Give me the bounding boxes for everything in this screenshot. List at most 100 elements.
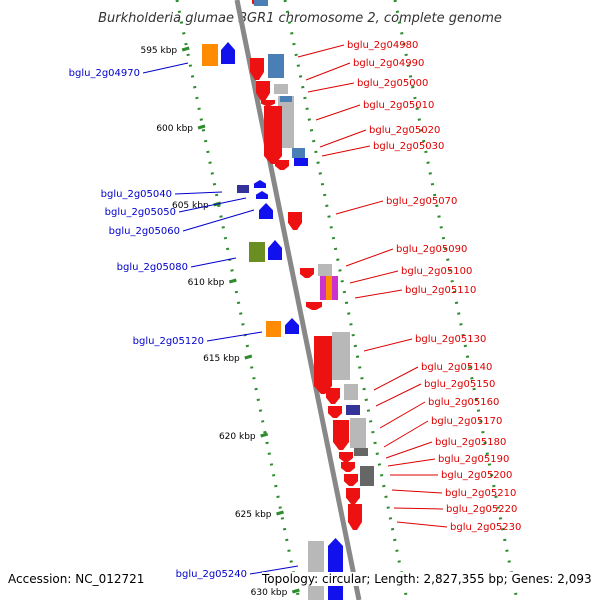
cog-stripe-bglu_2g05010 <box>280 96 292 102</box>
gene-label-bglu_2g05150[interactable]: bglu_2g05150 <box>424 379 495 390</box>
gene-arrow-bglu_2g05130[interactable] <box>314 336 332 394</box>
gene-arrow-bglu_2g04990[interactable] <box>256 81 270 101</box>
cog-stripe-bglu_2g05100 <box>326 276 332 300</box>
gene-label-bglu_2g05030[interactable]: bglu_2g05030 <box>373 141 444 152</box>
cog-box-bglu_2g05140[interactable] <box>344 384 358 400</box>
gene-label-bglu_2g05080[interactable]: bglu_2g05080 <box>117 262 188 273</box>
gene-label-bglu_2g05020[interactable]: bglu_2g05020 <box>369 125 440 136</box>
cog-box-bglu_2g05090[interactable] <box>318 264 332 276</box>
leader-line-bglu_2g05120 <box>206 331 263 342</box>
accession-text: Accession: NC_012721 <box>8 572 145 586</box>
scale-tick-mark <box>197 124 206 130</box>
cog-box-bglu_2g05130[interactable] <box>332 332 350 380</box>
gene-label-bglu_2g05040[interactable]: bglu_2g05040 <box>101 189 172 200</box>
gene-arrow-bglu_2g05190[interactable] <box>344 474 358 486</box>
gene-arrow-bglu_2g05240[interactable] <box>328 538 343 600</box>
gene-label-bglu_2g05180[interactable]: bglu_2g05180 <box>435 437 506 448</box>
gene-arrow-bglu_2g05050[interactable] <box>256 191 268 199</box>
gene-arrow-bglu_2g05080[interactable] <box>268 240 282 260</box>
gene-label-bglu_2g05010[interactable]: bglu_2g05010 <box>363 100 434 111</box>
gene-arrow-bglu_2g05060[interactable] <box>259 203 273 219</box>
gene-label-bglu_2g04970[interactable]: bglu_2g04970 <box>69 68 140 79</box>
reverse-gene-labels[interactable]: bglu_2g04980 bglu_2g04990 bglu_2g05000bglu… <box>297 40 521 533</box>
gene-label-bglu_2g05000[interactable]: bglu_2g05000 <box>357 78 428 89</box>
leader-line-bglu_2g04980 <box>297 44 345 58</box>
gene-arrow-bglu_2g05140[interactable] <box>326 388 340 404</box>
gene-label-bglu_2g05050[interactable]: bglu_2g05050 <box>105 207 176 218</box>
reverse-strand-genes[interactable] <box>250 0 374 530</box>
gene-arrow-bglu_2g05010[interactable] <box>264 106 282 164</box>
gene-label-bglu_2g05110[interactable]: bglu_2g05110 <box>405 285 476 296</box>
gene-label-bglu_2g04990[interactable]: bglu_2g04990 <box>353 58 424 69</box>
cog-box-bglu_2g05170[interactable] <box>354 448 368 456</box>
gene-label-bglu_2g05220[interactable]: bglu_2g05220 <box>446 504 517 515</box>
leader-line-bglu_2g05050 <box>178 197 247 213</box>
gene-label-bglu_2g05210[interactable]: bglu_2g05210 <box>445 488 516 499</box>
gene-arrow-bglu_2g05160[interactable] <box>333 420 349 450</box>
leader-line-bglu_2g05080 <box>190 257 237 268</box>
gene-arrow-bglu_2g05180[interactable] <box>341 462 355 472</box>
cog-box-top[interactable] <box>254 0 268 6</box>
leader-line-bglu_2g05190 <box>387 458 436 467</box>
gene-label-bglu_2g05070[interactable]: bglu_2g05070 <box>386 196 457 207</box>
cog-box-bglu_2g05240[interactable] <box>308 541 324 600</box>
scale-ticks: 595 kbp 600 kbp 605 kbp 610 kbp 615 kbp 620 k… <box>140 46 300 598</box>
gene-label-bglu_2g04980[interactable]: bglu_2g04980 <box>347 40 418 51</box>
leader-line-bglu_2g05170 <box>383 420 429 448</box>
gene-label-bglu_2g05120[interactable]: bglu_2g05120 <box>133 336 204 347</box>
gene-arrow-bglu_2g05110[interactable] <box>306 302 322 310</box>
gene-arrow-bglu_2g05040[interactable] <box>254 180 266 188</box>
gene-arrow-bglu_2g05170[interactable] <box>339 452 353 462</box>
cog-box-bglu_2g05120[interactable] <box>266 321 281 337</box>
cog-box-bglu_2g05190[interactable] <box>360 466 374 486</box>
scale-tick-label: 615 kbp <box>203 354 240 364</box>
gene-arrow-bglu_2g05200[interactable] <box>346 488 360 504</box>
gene-arrow-bglu_2g05210[interactable] <box>348 504 362 530</box>
map-title: Burkholderia glumae BGR1 chromosome 2, c… <box>98 11 502 26</box>
gene-label-bglu_2g05170[interactable]: bglu_2g05170 <box>431 416 502 427</box>
leader-line-bglu_2g05090 <box>345 248 394 267</box>
gene-label-bglu_2g05160[interactable]: bglu_2g05160 <box>428 397 499 408</box>
cog-box-bglu_2g05020[interactable] <box>292 148 305 158</box>
gene-label-bglu_2g05090[interactable]: bglu_2g05090 <box>396 244 467 255</box>
scale-tick-mark <box>260 432 269 438</box>
gene-arrow-bglu_2g04980[interactable] <box>250 58 264 80</box>
forward-gene-labels[interactable]: bglu_2g04970 bglu_2g05040 bglu_2g05050bglu… <box>69 62 299 580</box>
gene-label-bglu_2g05190[interactable]: bglu_2g05190 <box>438 454 509 465</box>
gene-label-bglu_2g05230[interactable]: bglu_2g05230 <box>450 522 521 533</box>
topology-text: Topology: circular; Length: 2,827,355 bp… <box>262 572 592 586</box>
scale-tick-label: 620 kbp <box>219 432 256 442</box>
gene-arrow-bglu_2g04970[interactable] <box>221 42 235 64</box>
gene-label-bglu_2g05130[interactable]: bglu_2g05130 <box>415 334 486 345</box>
cog-box-bglu_2g05150[interactable] <box>346 405 360 415</box>
leader-line-bglu_2g05130 <box>363 338 413 352</box>
scale-tick-label: 605 kbp <box>172 201 209 211</box>
gene-arrow-bglu_2g05030[interactable] <box>275 160 289 170</box>
scale-tick-mark <box>276 510 284 516</box>
leader-line-bglu_2g05230 <box>396 521 448 528</box>
gene-label-bglu_2g05100[interactable]: bglu_2g05100 <box>401 266 472 277</box>
cog-box-bglu_2g04970[interactable] <box>202 44 218 66</box>
leader-line-bglu_2g05220 <box>393 507 444 510</box>
gene-arrow-bglu_2g05150[interactable] <box>328 406 342 418</box>
leader-line-bglu_2g05140 <box>373 366 419 391</box>
gene-arrow-bglu_2g05000[interactable] <box>261 100 275 106</box>
gene-arrow-bglu_2g05090[interactable] <box>300 268 314 278</box>
cog-box-bglu_2g05160[interactable] <box>350 418 366 448</box>
cog-box-bglu_2g05040[interactable] <box>237 185 249 193</box>
cog-box-bglu_2g04980[interactable] <box>268 54 284 78</box>
leader-line-bglu_2g04970 <box>142 62 189 74</box>
gene-label-bglu_2g05240[interactable]: bglu_2g05240 <box>176 569 247 580</box>
scale-tick-label: 630 kbp <box>251 588 288 598</box>
cog-box-bglu_2g05000[interactable] <box>274 84 288 94</box>
cog-box-bglu_2g05080[interactable] <box>249 242 265 262</box>
gene-label-bglu_2g05140[interactable]: bglu_2g05140 <box>421 362 492 373</box>
scale-tick-mark <box>244 354 253 360</box>
cog-box-bglu_2g05030[interactable] <box>294 158 308 166</box>
gene-arrow-bglu_2g05120[interactable] <box>285 318 299 334</box>
gene-arrow-bglu_2g05070[interactable] <box>288 212 302 230</box>
gene-label-bglu_2g05200[interactable]: bglu_2g05200 <box>441 470 512 481</box>
gene-label-bglu_2g05060[interactable]: bglu_2g05060 <box>109 226 180 237</box>
leader-line-bglu_2g05040 <box>174 191 223 195</box>
